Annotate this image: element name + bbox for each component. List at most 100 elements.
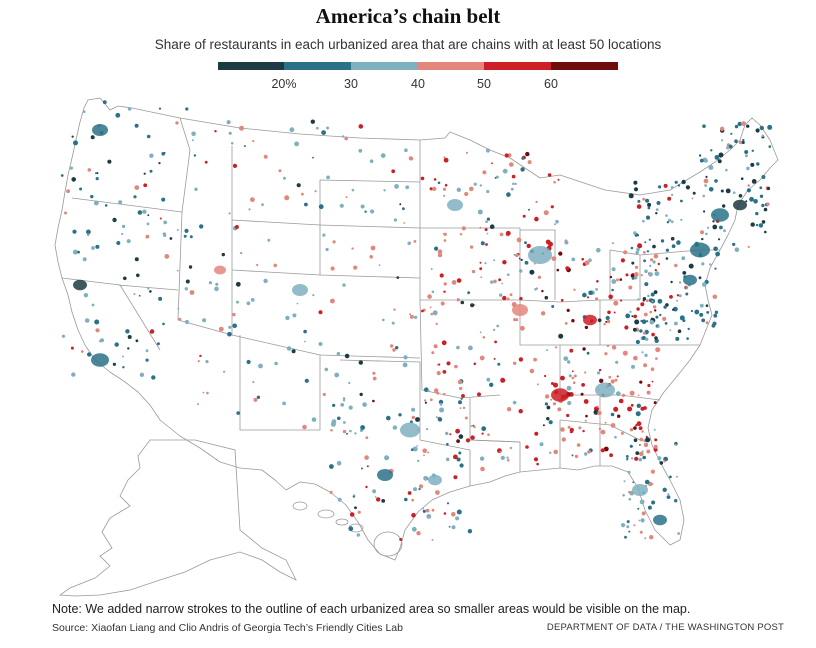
urban-area-dot — [239, 125, 244, 131]
urban-area-dot — [686, 337, 689, 340]
urban-area-dot — [676, 240, 681, 245]
urban-area-dot — [639, 451, 644, 457]
urban-area-dot — [633, 426, 637, 430]
urban-area-dot — [648, 272, 653, 277]
urban-area-dot — [95, 244, 100, 249]
urban-area-dot — [185, 107, 189, 111]
urban-area-dot — [629, 428, 634, 432]
urban-area-dot — [643, 442, 649, 448]
urban-area-dot — [666, 495, 671, 499]
urban-area-dot — [505, 230, 511, 236]
urban-area-dot — [495, 175, 499, 179]
urban-area-dot — [654, 336, 658, 340]
urban-area-dot — [725, 188, 731, 194]
urban-area-dot — [740, 177, 744, 180]
urban-area-dot — [657, 298, 663, 304]
urban-area-dot — [707, 226, 710, 229]
urban-area-dot — [681, 256, 686, 261]
urban-area-dot — [537, 275, 542, 279]
urban-area-dot — [597, 318, 602, 323]
urban-area-dot — [443, 282, 447, 286]
urban-area-dot — [427, 294, 432, 299]
urban-area-dots — [60, 100, 773, 541]
urban-area-dot — [486, 232, 489, 235]
urban-area-dot — [243, 145, 246, 148]
urban-area-dot — [370, 209, 375, 214]
metro-area-blob — [595, 382, 615, 398]
urban-area-dot — [143, 183, 148, 188]
urban-area-dot — [215, 282, 219, 286]
urban-area-dot — [650, 367, 655, 372]
urban-area-dot — [708, 165, 714, 170]
urban-area-dot — [374, 496, 377, 498]
urban-area-dot — [134, 257, 139, 262]
urban-area-dot — [291, 349, 296, 354]
urban-area-dot — [114, 218, 116, 221]
urban-area-dot — [204, 160, 208, 164]
urban-area-dot — [236, 411, 240, 415]
urban-area-dot — [149, 329, 155, 334]
urban-area-dot — [667, 493, 670, 496]
urban-area-dot — [756, 162, 760, 166]
urban-area-dot — [652, 260, 656, 264]
urban-area-dot — [699, 230, 705, 235]
urban-area-dot — [670, 220, 674, 224]
urban-area-dot — [750, 222, 755, 227]
urban-area-dot — [112, 362, 116, 366]
urban-area-dot — [325, 247, 329, 252]
urban-area-dot — [330, 266, 335, 271]
urban-area-dot — [651, 300, 654, 303]
urban-area-dot — [348, 381, 351, 385]
urban-area-dot — [464, 416, 468, 420]
urban-area-dot — [759, 186, 763, 190]
urban-area-dot — [188, 265, 193, 269]
urban-area-dot — [560, 298, 564, 302]
urban-area-dot — [669, 475, 672, 479]
urban-area-dot — [514, 182, 517, 185]
urban-area-dot — [398, 413, 402, 417]
urban-area-dot — [586, 296, 590, 299]
urban-area-dot — [550, 398, 553, 401]
urban-area-dot — [647, 202, 652, 207]
urban-area-dot — [616, 278, 619, 282]
urban-area-dot — [169, 237, 173, 240]
urban-area-dot — [680, 218, 683, 221]
urban-area-dot — [77, 250, 80, 254]
urban-area-dot — [645, 337, 649, 341]
urban-area-dot — [329, 464, 334, 469]
urban-area-dot — [623, 250, 628, 255]
urban-area-dot — [581, 257, 584, 261]
urban-area-dot — [443, 512, 447, 515]
urban-area-dot — [443, 239, 447, 242]
urban-area-dot — [176, 229, 179, 231]
urban-area-dot — [322, 392, 326, 397]
urban-area-dot — [568, 374, 572, 378]
urban-area-dot — [66, 189, 70, 194]
urban-area-dot — [627, 406, 633, 412]
urban-area-dot — [342, 397, 346, 400]
color-legend: 20% 30 40 50 60 — [218, 62, 618, 92]
urban-area-dot — [372, 376, 377, 381]
urban-area-dot — [506, 192, 511, 197]
urban-area-dot — [625, 313, 631, 319]
urban-area-dot — [431, 538, 434, 541]
urban-area-dot — [634, 265, 639, 269]
urban-area-dot — [705, 304, 709, 308]
urban-area-dot — [664, 322, 668, 325]
urban-area-dot — [759, 194, 764, 198]
urban-area-dot — [112, 219, 115, 222]
urban-area-dot — [357, 510, 361, 514]
urban-area-dot — [647, 206, 651, 210]
urban-area-dot — [553, 449, 558, 455]
urban-area-dot — [214, 286, 219, 292]
metro-area-blob — [400, 422, 420, 438]
urban-area-dot — [749, 196, 754, 202]
urban-area-dot — [655, 208, 659, 212]
urban-area-dot — [122, 366, 125, 369]
urban-area-dot — [557, 178, 560, 181]
urban-area-dot — [593, 409, 599, 415]
urban-area-dot — [409, 314, 414, 319]
urban-area-dot — [506, 459, 510, 462]
metro-area-blob — [711, 208, 729, 222]
urban-area-dot — [489, 382, 494, 387]
